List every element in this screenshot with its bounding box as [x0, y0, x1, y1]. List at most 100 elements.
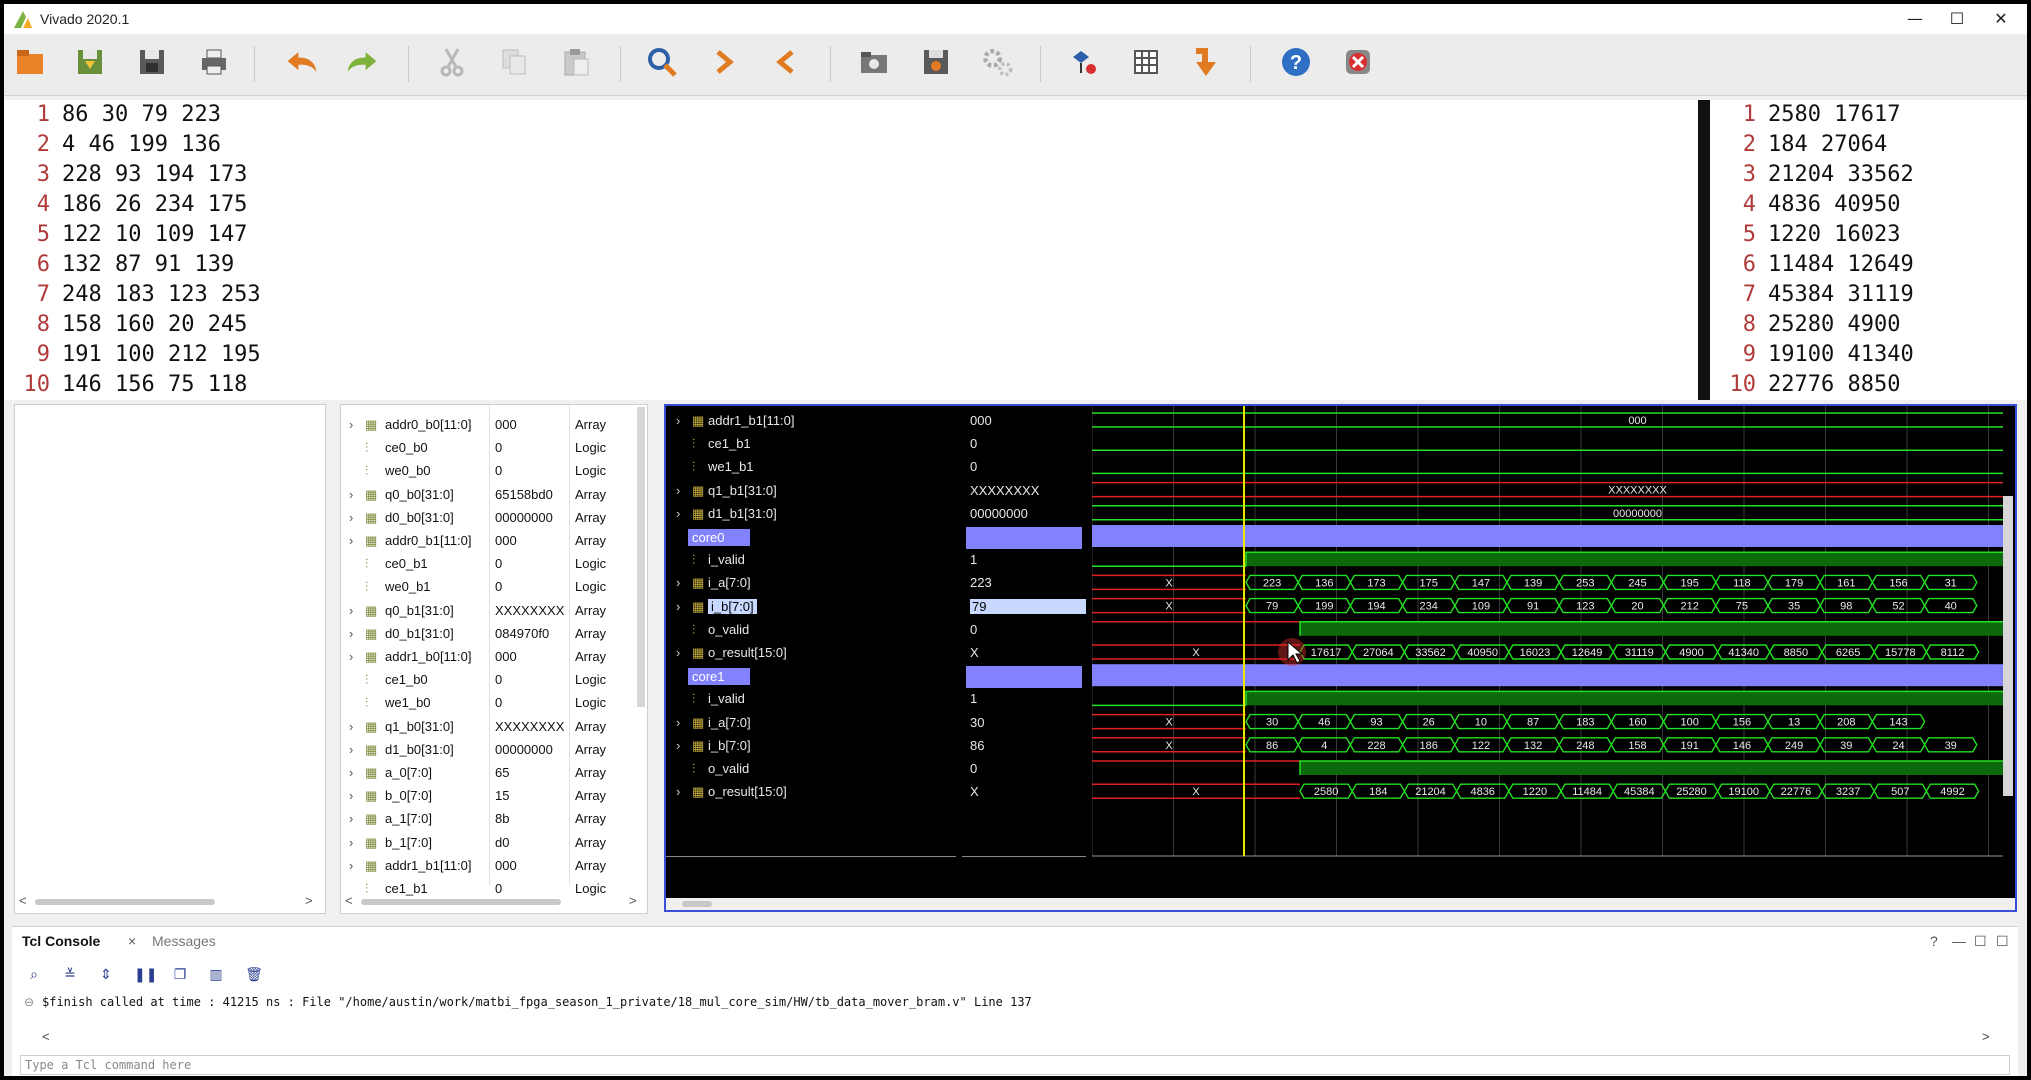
select-all-icon[interactable]: ▥	[209, 967, 223, 983]
object-row[interactable]: ⫶ ce1_b0 0 Logic	[341, 668, 647, 691]
scroll-right-icon[interactable]: >	[305, 893, 313, 908]
objects-scrollbar[interactable]	[361, 899, 561, 905]
wave-signal-row[interactable]: › ▦ o_result[15:0]	[666, 782, 956, 805]
tab-close-icon[interactable]: ×	[128, 933, 137, 949]
wave-signal-row[interactable]: › ▦ i_b[7:0]	[666, 597, 956, 620]
wave-signal-row[interactable]: ⫶ i_valid	[666, 689, 956, 712]
help-icon[interactable]: ?	[1930, 933, 1938, 949]
expand-arrow-icon[interactable]: ›	[349, 625, 354, 641]
restore-panel-icon[interactable]: ☐	[1974, 933, 1987, 949]
wave-hscroll-thumb[interactable]	[682, 901, 712, 907]
expand-arrow-icon[interactable]: ›	[676, 737, 681, 753]
expand-arrow-icon[interactable]: ›	[349, 834, 354, 850]
copy-icon[interactable]	[496, 44, 532, 80]
table-icon[interactable]	[1128, 44, 1164, 80]
scroll-right-icon[interactable]: >	[1982, 1029, 1990, 1044]
scroll-left-icon[interactable]: <	[345, 893, 353, 908]
save-all-icon[interactable]	[134, 44, 170, 80]
wave-canvas[interactable]: 000 XXXXXXXX 00000000 X 223 136 173 175 147 139 25…	[1092, 406, 2003, 898]
wave-signal-row[interactable]: › ▦ addr1_b1[11:0]	[666, 411, 956, 434]
object-row[interactable]: ⫶ ce1_b1 0 Logic	[341, 877, 647, 900]
save-icon[interactable]	[72, 44, 108, 80]
expand-all-icon[interactable]: ⇕	[100, 967, 112, 983]
scroll-right-icon[interactable]: >	[629, 893, 637, 908]
scroll-left-icon[interactable]: <	[42, 1029, 50, 1044]
cut-icon[interactable]	[434, 44, 470, 80]
object-row[interactable]: › ▦ q1_b0[31:0] XXXXXXXX Array	[341, 715, 647, 738]
expand-arrow-icon[interactable]: ›	[676, 482, 681, 498]
expand-arrow-icon[interactable]: ›	[349, 486, 354, 502]
wave-signal-row[interactable]: ⫶ o_valid	[666, 759, 956, 782]
settings-icon[interactable]	[980, 44, 1016, 80]
search-icon[interactable]: ⌕	[30, 967, 38, 983]
expand-arrow-icon[interactable]: ›	[349, 765, 354, 780]
expand-arrow-icon[interactable]: ›	[676, 645, 681, 660]
object-row[interactable]: › ▦ a_0[7:0] 65 Array	[341, 761, 647, 784]
paste-icon[interactable]	[558, 44, 594, 80]
expand-arrow-icon[interactable]: ›	[349, 509, 354, 525]
object-row[interactable]: › ▦ addr1_b0[11:0] 000 Array	[341, 645, 647, 668]
wave-signal-row[interactable]: ⫶ i_valid	[666, 550, 956, 573]
undo-icon[interactable]	[284, 44, 320, 80]
wave-vscroll[interactable]	[2003, 496, 2013, 796]
object-row[interactable]: › ▦ d0_b1[31:0] 084970f0 Array	[341, 622, 647, 645]
maximize-panel-icon[interactable]: ☐	[1996, 933, 2009, 949]
expand-arrow-icon[interactable]: ›	[349, 741, 354, 757]
objects-vscroll[interactable]	[637, 407, 645, 707]
collapse-all-icon[interactable]: ≚	[64, 967, 76, 983]
find-icon[interactable]	[644, 44, 680, 80]
object-row[interactable]: ⫶ we1_b0 0 Logic	[341, 691, 647, 714]
object-row[interactable]: › ▦ q0_b0[31:0] 65158bd0 Array	[341, 483, 647, 506]
close-project-icon[interactable]	[1340, 44, 1376, 80]
object-row[interactable]: › ▦ d0_b0[31:0] 00000000 Array	[341, 506, 647, 529]
wave-signal-row[interactable]: › ▦ i_a[7:0]	[666, 713, 956, 736]
wave-signal-row[interactable]: ⫶ ce1_b1	[666, 434, 956, 457]
splitter[interactable]	[1698, 100, 1710, 400]
expand-arrow-icon[interactable]: ›	[676, 598, 681, 614]
help-icon[interactable]: ?	[1278, 44, 1314, 80]
previous-icon[interactable]	[768, 44, 804, 80]
object-row[interactable]: › ▦ a_1[7:0] 8b Array	[341, 807, 647, 830]
expand-arrow-icon[interactable]: ›	[349, 811, 354, 827]
scopes-scrollbar[interactable]	[35, 899, 215, 905]
expand-arrow-icon[interactable]: ›	[676, 575, 681, 591]
object-row[interactable]: › ▦ q0_b1[31:0] XXXXXXXX Array	[341, 599, 647, 622]
add-cursor-icon[interactable]	[1066, 44, 1102, 80]
object-row[interactable]: › ▦ d1_b0[31:0] 00000000 Array	[341, 738, 647, 761]
object-row[interactable]: › ▦ addr0_b1[11:0] 000 Array	[341, 529, 647, 552]
open-folder-icon[interactable]	[856, 44, 892, 80]
object-row[interactable]: › ▦ addr0_b0[11:0] 000 Array	[341, 413, 647, 436]
expand-arrow-icon[interactable]: ›	[676, 714, 681, 730]
wave-signal-row[interactable]: ⫶ we1_b1	[666, 457, 956, 480]
download-icon[interactable]	[1190, 44, 1226, 80]
left-text-editor[interactable]: 1 86 30 79 223 2 4 46 199 136 3 228 93 194 17…	[4, 100, 1698, 400]
right-text-editor[interactable]: 1 2580 17617 2 184 27064 3 21204 33562 4 4836 4…	[1710, 100, 2027, 400]
scroll-left-icon[interactable]: <	[19, 893, 27, 908]
wave-group-row[interactable]: core0	[666, 527, 956, 550]
object-row[interactable]: › ▦ b_1[7:0] d0 Array	[341, 831, 647, 854]
expand-arrow-icon[interactable]: ›	[349, 602, 354, 618]
minimize-button[interactable]: —	[1907, 9, 1923, 28]
close-button[interactable]: ✕	[1994, 9, 2008, 28]
minimize-panel-icon[interactable]: —	[1952, 933, 1966, 949]
pause-icon[interactable]: ❚❚	[134, 967, 158, 983]
wave-group-row[interactable]: core1	[666, 666, 956, 689]
wave-signal-row[interactable]: › ▦ d1_b1[31:0]	[666, 504, 956, 527]
wave-signal-row[interactable]: › ▦ o_result[15:0]	[666, 643, 956, 666]
open-project-icon[interactable]	[12, 44, 48, 80]
maximize-button[interactable]: ☐	[1949, 9, 1965, 28]
object-row[interactable]: ⫶ ce0_b1 0 Logic	[341, 552, 647, 575]
expand-arrow-icon[interactable]: ›	[349, 417, 354, 432]
object-row[interactable]: ⫶ ce0_b0 0 Logic	[341, 436, 647, 459]
expand-arrow-icon[interactable]: ›	[676, 505, 681, 521]
expand-arrow-icon[interactable]: ›	[349, 857, 354, 873]
expand-arrow-icon[interactable]: ›	[349, 718, 354, 734]
tab-messages[interactable]: Messages	[152, 933, 216, 949]
tcl-command-input[interactable]	[20, 1055, 2010, 1075]
tab-tcl-console[interactable]: Tcl Console	[22, 933, 101, 949]
expand-arrow-icon[interactable]: ›	[676, 784, 681, 800]
expand-arrow-icon[interactable]: ›	[349, 788, 354, 804]
save-db-icon[interactable]	[918, 44, 954, 80]
copy-icon[interactable]: ❐	[173, 967, 187, 983]
object-row[interactable]: ⫶ we0_b0 0 Logic	[341, 459, 647, 482]
